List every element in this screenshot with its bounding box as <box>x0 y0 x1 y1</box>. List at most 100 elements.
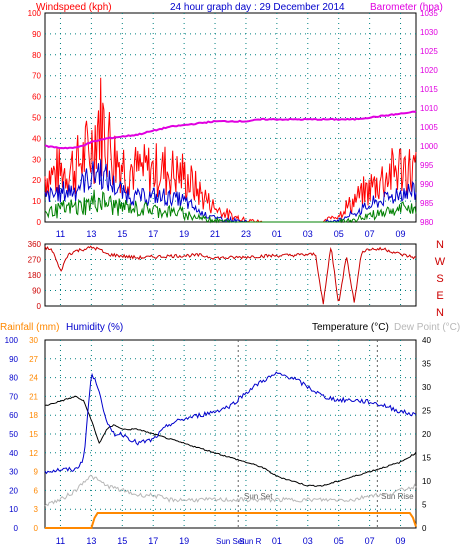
direction-y-tick-label: 360 <box>28 240 42 249</box>
compass-label-s: S <box>436 273 443 285</box>
lower-series-humidity <box>44 371 417 475</box>
temperature-tick-label: 0 <box>422 524 427 533</box>
lower-series-temperature <box>44 395 417 487</box>
wind-x-tick-label: 11 <box>56 229 65 239</box>
humidity-tick-label: 70 <box>9 392 18 401</box>
barometer-tick-label: 1005 <box>420 123 438 132</box>
barometer-tick-label: 1035 <box>420 9 438 18</box>
temperature-label: Temperature (°C) <box>312 322 389 333</box>
lower-x-tick-label: 11 <box>56 536 65 546</box>
lower-x-tick-label: 19 <box>179 536 189 546</box>
chart-title: 24 hour graph day : 29 December 2014 <box>170 2 345 13</box>
lower-x-tick-label: 05 <box>334 536 344 546</box>
humidity-tick-label: 40 <box>9 449 18 458</box>
temperature-tick-label: 20 <box>422 430 431 439</box>
wind-x-tick-label: 19 <box>179 229 189 239</box>
lower-x-tick-label: 15 <box>117 536 127 546</box>
barometer-tick-label: 1010 <box>420 104 438 113</box>
lower-x-tick-label: 17 <box>148 536 158 546</box>
compass-label-n: N <box>436 307 444 319</box>
rainfall-tick-label: 15 <box>29 430 38 439</box>
wind-y-tick-label: 80 <box>32 51 41 60</box>
humidity-tick-label: 30 <box>9 468 18 477</box>
wind-x-tick-label: 07 <box>365 229 375 239</box>
wind-x-tick-label: 05 <box>334 229 344 239</box>
direction-y-tick-label: 90 <box>32 287 41 296</box>
rainfall-tick-label: 9 <box>34 468 39 477</box>
wind-x-tick-label: 23 <box>241 229 251 239</box>
wind-x-tick-label: 03 <box>303 229 313 239</box>
humidity-tick-label: 100 <box>5 336 19 345</box>
temperature-tick-label: 30 <box>422 383 431 392</box>
wind-x-tick-label: 13 <box>86 229 96 239</box>
lower-x-tick-label: 03 <box>303 536 313 546</box>
sunrise-x-label: Sun R <box>239 537 261 546</box>
barometer-tick-label: 985 <box>420 199 434 208</box>
temperature-tick-label: 5 <box>422 501 427 510</box>
wind-y-tick-label: 30 <box>32 155 41 164</box>
barometer-tick-label: 995 <box>420 161 434 170</box>
temperature-tick-label: 40 <box>422 336 431 345</box>
wind-chart: 11 13 15 17 19 21 23 01 03 05 07 090102030405060708… <box>28 9 439 239</box>
wind-y-tick-label: 40 <box>32 134 41 143</box>
rainfall-label: Rainfall (mm) <box>0 322 59 333</box>
wind-series-gust <box>44 77 417 223</box>
barometer-series <box>44 110 417 150</box>
wind-y-tick-label: 10 <box>32 197 41 206</box>
wind-x-tick-label: 09 <box>396 229 406 239</box>
humidity-label: Humidity (%) <box>66 322 123 333</box>
barometer-tick-label: 1000 <box>420 142 438 151</box>
lower-series-rainfall <box>45 512 417 529</box>
barometer-tick-label: 1025 <box>420 47 438 56</box>
humidity-tick-label: 90 <box>9 355 18 364</box>
barometer-tick-label: 1030 <box>420 28 438 37</box>
wind-series-average <box>44 159 417 224</box>
rainfall-tick-label: 21 <box>29 392 38 401</box>
windspeed-label: Windspeed (kph) <box>36 2 112 13</box>
compass-label-w: W <box>435 256 446 268</box>
humidity-tick-label: 10 <box>9 505 18 514</box>
wind-y-tick-label: 20 <box>32 176 41 185</box>
compass-label-n: N <box>436 239 444 251</box>
rainfall-tick-label: 6 <box>34 486 39 495</box>
barometer-tick-label: 980 <box>420 218 434 227</box>
wind-y-tick-label: 90 <box>32 30 41 39</box>
sunset-x-label: Sun Set <box>216 537 245 546</box>
direction-y-tick-label: 270 <box>28 256 42 265</box>
lower-series-dewpoint <box>44 474 417 507</box>
direction-y-tick-label: 0 <box>37 302 42 311</box>
humidity-tick-label: 0 <box>14 524 19 533</box>
wind-y-tick-label: 50 <box>32 114 41 123</box>
wind-y-tick-label: 60 <box>32 93 41 102</box>
humidity-tick-label: 60 <box>9 411 18 420</box>
barometer-tick-label: 1015 <box>420 85 438 94</box>
rainfall-tick-label: 12 <box>29 449 38 458</box>
lower-x-tick-label: 13 <box>86 536 96 546</box>
rainfall-tick-label: 3 <box>34 505 39 514</box>
humidity-tick-label: 50 <box>9 430 18 439</box>
direction-series <box>44 245 417 305</box>
barometer-tick-label: 1020 <box>420 66 438 75</box>
rainfall-tick-label: 24 <box>29 374 38 383</box>
temperature-tick-label: 25 <box>422 407 431 416</box>
humidity-tick-label: 20 <box>9 486 18 495</box>
wind-series-low <box>44 189 417 224</box>
wind-x-tick-label: 21 <box>210 229 220 239</box>
wind-y-tick-label: 100 <box>28 9 42 18</box>
lower-x-tick-label: 09 <box>396 536 406 546</box>
lower-x-tick-label: 07 <box>365 536 375 546</box>
wind-x-tick-label: 01 <box>272 229 282 239</box>
humidity-tick-label: 80 <box>9 374 18 383</box>
rainfall-tick-label: 27 <box>29 355 38 364</box>
direction-y-tick-label: 180 <box>28 271 42 280</box>
temperature-tick-label: 10 <box>422 477 431 486</box>
wind-x-tick-label: 17 <box>148 229 158 239</box>
barometer-label: Barometer (hpa) <box>370 2 443 13</box>
wind-y-tick-label: 70 <box>32 72 41 81</box>
rainfall-tick-label: 0 <box>34 524 39 533</box>
temperature-tick-label: 35 <box>422 360 431 369</box>
